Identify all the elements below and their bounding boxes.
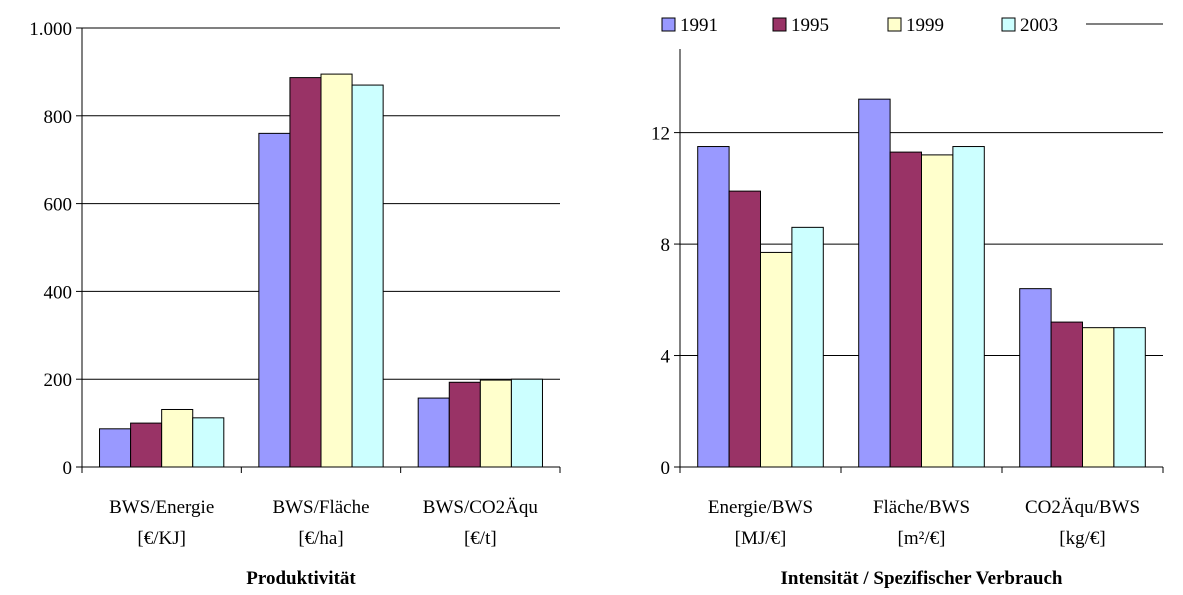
legend-label-1999: 1999 <box>906 15 944 36</box>
x-category-unit: [kg/€] <box>1059 528 1105 549</box>
bar-2003-2 <box>510 378 543 468</box>
bar-1999-1 <box>921 154 954 468</box>
chart-intensitaet: 0 4 8 12 Energie/BWS [MJ/€] Fläche/BWS [m²/€] CO… <box>651 49 1164 589</box>
legend-swatch-1995 <box>772 17 787 32</box>
bar-2003-1 <box>351 84 384 468</box>
x-category-label: Energie/BWS <box>708 497 813 518</box>
x-category-unit: [€/KJ] <box>137 528 186 549</box>
bar-1995-1 <box>889 151 922 468</box>
x-category-label: BWS/CO2Äqu <box>423 497 539 518</box>
legend-label-2003: 2003 <box>1020 15 1058 36</box>
x-category-label: BWS/Fläche <box>272 497 369 518</box>
y-tick-label: 0 <box>661 458 671 479</box>
y-tick-label: 12 <box>651 124 670 145</box>
y-tick-label: 800 <box>44 107 73 128</box>
bar-1991-2 <box>417 397 450 468</box>
y-tick-label: 600 <box>44 195 73 216</box>
y-tick-label: 8 <box>661 235 671 256</box>
bar-2003-0 <box>192 417 225 468</box>
x-category-label: BWS/Energie <box>109 497 214 518</box>
bar-2003-0 <box>791 226 824 468</box>
x-category-unit: [MJ/€] <box>735 528 787 549</box>
chart-title: Produktivität <box>246 568 356 589</box>
legend-label-1995: 1995 <box>791 15 829 36</box>
y-tick-label: 4 <box>661 347 671 368</box>
bar-2003-1 <box>952 146 985 468</box>
bar-1999-0 <box>760 251 793 468</box>
x-category-label: Fläche/BWS <box>873 497 970 518</box>
bar-1991-0 <box>697 146 730 468</box>
legend-label-1991: 1991 <box>680 15 718 36</box>
bar-1995-0 <box>130 422 163 468</box>
bar-1999-0 <box>161 408 194 468</box>
legend-swatch-1999 <box>887 17 902 32</box>
bar-1999-2 <box>479 379 512 468</box>
bar-1999-2 <box>1082 327 1115 468</box>
bar-1999-1 <box>320 73 353 468</box>
x-category-label: CO2Äqu/BWS <box>1025 497 1140 518</box>
bar-1991-0 <box>99 428 132 468</box>
y-tick-label: 0 <box>63 458 73 479</box>
bar-1995-1 <box>289 77 322 468</box>
y-tick-label: 400 <box>44 282 73 303</box>
bar-1995-2 <box>448 381 481 468</box>
legend-swatch-2003 <box>1001 17 1016 32</box>
chart-title: Intensität / Spezifischer Verbrauch <box>780 568 1062 589</box>
y-tick-label: 1.000 <box>29 19 72 40</box>
legend: 1991 1995 1999 2003 <box>661 15 1163 36</box>
bar-1995-0 <box>728 190 761 468</box>
bar-1995-2 <box>1050 321 1083 468</box>
y-tick-label: 200 <box>44 370 73 391</box>
bar-1991-1 <box>258 132 291 468</box>
bar-2003-2 <box>1113 327 1146 468</box>
bar-1991-2 <box>1019 288 1052 468</box>
x-category-unit: [m²/€] <box>898 528 946 549</box>
bar-1991-1 <box>858 98 891 468</box>
x-category-unit: [€/ha] <box>298 528 343 549</box>
chart-produktivitaet: 0 200 400 600 800 1.000 BWS/Energie [€/KJ] BWS/F… <box>29 19 561 589</box>
legend-swatch-1991 <box>661 17 676 32</box>
x-category-unit: [€/t] <box>464 528 497 549</box>
